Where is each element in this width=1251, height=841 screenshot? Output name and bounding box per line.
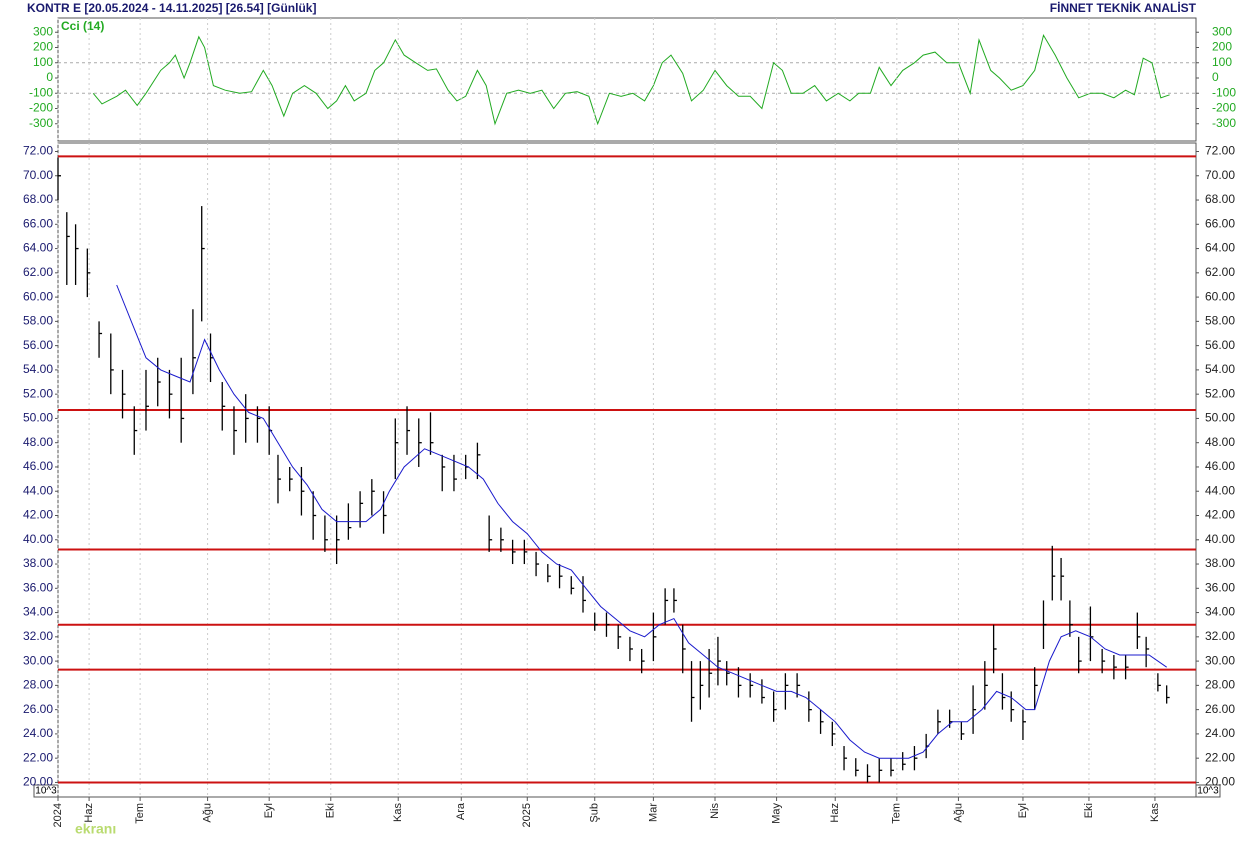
y-tick-label: 70.00 xyxy=(1205,168,1235,182)
y-tick-label: 66.00 xyxy=(23,216,53,230)
y-tick-label: 50.00 xyxy=(23,411,53,425)
y-tick-label: 70.00 xyxy=(23,168,53,182)
watermark: ekranı xyxy=(75,821,116,837)
y-tick-label: 48.00 xyxy=(1205,435,1235,449)
y-tick-label: 0 xyxy=(46,70,53,84)
y-tick-label: -300 xyxy=(1212,116,1236,130)
x-tick-label: Şub xyxy=(589,803,601,823)
unit-box xyxy=(33,784,59,798)
y-tick-label: 48.00 xyxy=(23,435,53,449)
y-tick-label: 46.00 xyxy=(1205,459,1235,473)
y-tick-label: 40.00 xyxy=(1205,532,1235,546)
header-right: FİNNET TEKNİK ANALİST xyxy=(1050,0,1197,15)
y-tick-label: -200 xyxy=(1212,101,1236,115)
x-tick-label: Ağu xyxy=(952,803,964,823)
y-tick-label: 0 xyxy=(1212,70,1219,84)
y-tick-label: 30.00 xyxy=(23,653,53,667)
y-tick-label: -200 xyxy=(29,101,53,115)
y-tick-label: 32.00 xyxy=(23,629,53,643)
unit-left: 10^3 xyxy=(35,786,57,797)
y-tick-label: 60.00 xyxy=(1205,289,1235,303)
y-tick-label: 42.00 xyxy=(1205,508,1235,522)
y-tick-label: 50.00 xyxy=(1205,411,1235,425)
y-tick-label: 64.00 xyxy=(1205,241,1235,255)
y-tick-label: 28.00 xyxy=(1205,678,1235,692)
x-tick-label: Kas xyxy=(1149,803,1161,822)
y-tick-label: 56.00 xyxy=(23,338,53,352)
y-tick-label: 62.00 xyxy=(1205,265,1235,279)
y-tick-label: 72.00 xyxy=(23,144,53,158)
x-tick-label: Nis xyxy=(709,803,721,819)
y-tick-label: 26.00 xyxy=(23,702,53,716)
y-tick-label: 36.00 xyxy=(1205,580,1235,594)
y-tick-label: 28.00 xyxy=(23,678,53,692)
y-tick-label: 22.00 xyxy=(23,750,53,764)
y-tick-label: 38.00 xyxy=(1205,556,1235,570)
y-tick-label: 68.00 xyxy=(23,192,53,206)
y-tick-label: 72.00 xyxy=(1205,144,1235,158)
y-tick-label: -100 xyxy=(1212,85,1236,99)
y-tick-label: 56.00 xyxy=(1205,338,1235,352)
y-tick-label: 200 xyxy=(33,40,53,54)
x-tick-label: Kas xyxy=(392,803,404,822)
x-tick-label: 2025 xyxy=(521,803,533,827)
x-tick-label: Ara xyxy=(455,802,467,820)
cci-title: Cci (14) xyxy=(61,19,104,33)
y-tick-label: 60.00 xyxy=(23,289,53,303)
x-tick-label: Haz xyxy=(829,803,841,823)
y-tick-label: 46.00 xyxy=(23,459,53,473)
cci-line xyxy=(92,33,1170,126)
x-tick-label: Tem xyxy=(891,803,903,824)
y-tick-label: 42.00 xyxy=(23,508,53,522)
y-tick-label: 30.00 xyxy=(1205,653,1235,667)
y-tick-label: 32.00 xyxy=(1205,629,1235,643)
x-tick-label: Eki xyxy=(1083,803,1095,818)
y-tick-label: 24.00 xyxy=(23,726,53,740)
y-tick-label: 300 xyxy=(1212,24,1232,38)
y-tick-label: 44.00 xyxy=(1205,483,1235,497)
y-tick-label: 36.00 xyxy=(23,580,53,594)
x-tick-label: May xyxy=(770,803,782,824)
unit-box xyxy=(1195,784,1221,798)
x-tick-label: Tem xyxy=(134,803,146,824)
y-tick-label: 300 xyxy=(33,24,53,38)
y-tick-label: -100 xyxy=(29,85,53,99)
x-tick-label: Eyl xyxy=(263,803,275,818)
y-tick-label: 40.00 xyxy=(23,532,53,546)
y-tick-label: 58.00 xyxy=(23,314,53,328)
y-tick-label: 200 xyxy=(1212,40,1232,54)
y-tick-label: 20.00 xyxy=(1205,775,1235,789)
y-tick-label: 22.00 xyxy=(1205,750,1235,764)
x-tick-label: Eki xyxy=(325,803,337,818)
y-tick-label: 26.00 xyxy=(1205,702,1235,716)
y-tick-label: 34.00 xyxy=(23,605,53,619)
y-tick-label: 34.00 xyxy=(1205,605,1235,619)
moving-average xyxy=(116,284,1167,759)
y-tick-label: 24.00 xyxy=(1205,726,1235,740)
y-tick-label: 54.00 xyxy=(23,362,53,376)
y-tick-label: 20.00 xyxy=(23,775,53,789)
y-tick-label: 68.00 xyxy=(1205,192,1235,206)
unit-right: 10^3 xyxy=(1197,786,1219,797)
y-tick-label: 66.00 xyxy=(1205,216,1235,230)
y-tick-label: 64.00 xyxy=(23,241,53,255)
y-tick-label: 52.00 xyxy=(1205,386,1235,400)
y-tick-label: 54.00 xyxy=(1205,362,1235,376)
header-left: KONTR E [20.05.2024 - 14.11.2025] [26.54… xyxy=(27,1,316,15)
y-tick-label: 44.00 xyxy=(23,483,53,497)
y-tick-label: 52.00 xyxy=(23,386,53,400)
y-tick-label: 38.00 xyxy=(23,556,53,570)
y-tick-label: 58.00 xyxy=(1205,314,1235,328)
x-tick-label: Ağu xyxy=(201,803,213,823)
y-tick-label: 62.00 xyxy=(23,265,53,279)
y-tick-label: 100 xyxy=(1212,55,1232,69)
x-tick-label: Eyl xyxy=(1017,803,1029,818)
y-tick-label: -300 xyxy=(29,116,53,130)
x-tick-label: Mar xyxy=(647,803,659,822)
x-tick-label: 2024 xyxy=(52,803,64,827)
y-tick-label: 100 xyxy=(33,55,53,69)
x-tick-label: Haz xyxy=(83,803,95,823)
